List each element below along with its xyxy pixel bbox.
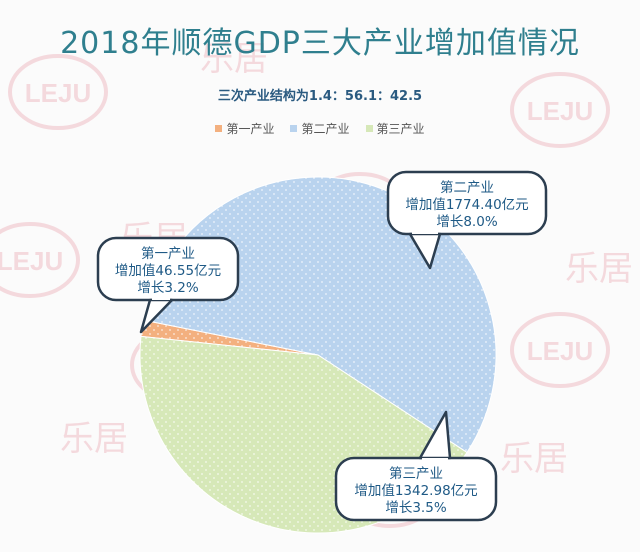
callout-tertiary-box [334, 456, 498, 522]
legend-item-secondary: 第二产业 [290, 120, 350, 137]
chart-legend: 第一产业 第二产业 第三产业 [0, 120, 640, 137]
callout-tertiary-line-1: 增加值1342.98亿元 [354, 483, 477, 499]
callout-secondary-seam [412, 231, 438, 234]
callout-secondary-line-2: 增长8.0% [436, 214, 497, 230]
legend-label-secondary: 第二产业 [301, 122, 350, 136]
callout-tertiary-line-0: 第三产业 [389, 465, 443, 482]
legend-item-tertiary: 第三产业 [365, 120, 425, 137]
callout-primary-seam [152, 297, 170, 300]
callout-secondary-box [386, 170, 548, 236]
callout-secondary-line-0: 第二产业 [440, 179, 494, 196]
legend-item-primary: 第一产业 [215, 120, 274, 137]
legend-swatch-secondary [290, 125, 298, 132]
callout-primary-line-0: 第一产业 [141, 245, 195, 262]
legend-label-tertiary: 第三产业 [376, 122, 425, 136]
chart-title: 2018年顺德GDP三大产业增加值情况 [60, 26, 580, 61]
callout-secondary-line-1: 增加值1774.40亿元 [405, 197, 528, 213]
legend-swatch-tertiary [365, 125, 373, 132]
legend-swatch-primary [215, 125, 223, 132]
callout-tertiary-line-2: 增长3.5% [385, 500, 446, 516]
legend-label-primary: 第一产业 [226, 122, 275, 136]
chart-subtitle: 三次产业结构为1.4：56.1：42.5 [217, 89, 423, 104]
callout-primary-line-2: 增长3.2% [137, 280, 198, 296]
callout-primary-line-1: 增加值46.55亿元 [115, 263, 221, 279]
callout-tertiary-seam [422, 458, 448, 461]
